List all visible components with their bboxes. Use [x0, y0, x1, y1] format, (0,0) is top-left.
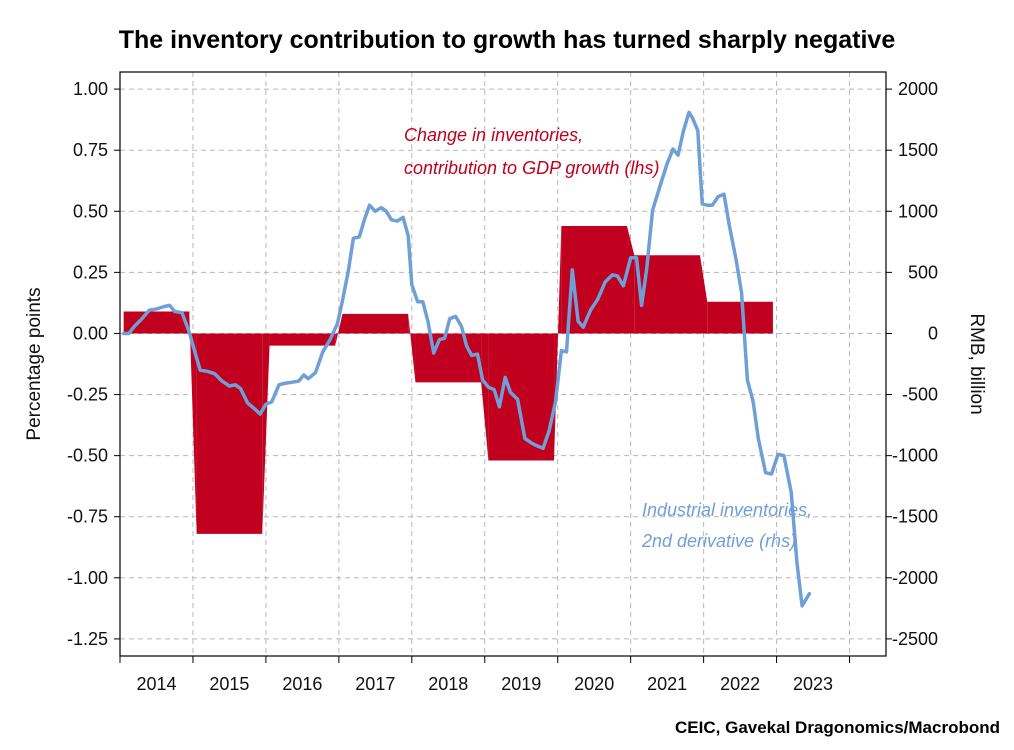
x-tick-label: 2018 [428, 674, 468, 694]
x-tick-label: 2020 [574, 674, 614, 694]
inventory-bar-segment [699, 255, 708, 334]
x-axis-ticks: 2014 2015 2016 2017 2018 2019 2020 2021 2022 2023 [119, 656, 851, 694]
inventory-bar-segment [189, 311, 197, 534]
inventory-bar-segment [415, 333, 482, 383]
industrial-series-label-line2: 2nd derivative (rhs) [641, 531, 796, 551]
left-tick-label: 0.75 [73, 140, 108, 160]
left-tick-label: -1.00 [67, 568, 108, 588]
left-y-axis-ticks: 1.00 0.75 0.50 0.25 0.00 -0.25 -0.50 -0.75 -1.00… [67, 79, 120, 649]
right-tick-label: 1000 [898, 201, 938, 221]
inventory-bar-segment [488, 333, 555, 461]
x-tick-label: 2016 [282, 674, 322, 694]
inventory-series-label-line1: Change in inventories, [404, 125, 583, 145]
right-tick-label: 2000 [898, 79, 938, 99]
left-tick-label: -0.25 [67, 385, 108, 405]
x-tick-label: 2021 [647, 674, 687, 694]
inventory-bar-segment [269, 333, 336, 346]
left-tick-label: -0.75 [67, 507, 108, 527]
right-tick-label: -2000 [892, 568, 938, 588]
left-tick-label: -0.50 [67, 446, 108, 466]
left-tick-label: 1.00 [73, 79, 108, 99]
inventory-bar-segment [481, 333, 489, 461]
left-tick-label: -1.25 [67, 629, 108, 649]
inventory-series-label-line2: contribution to GDP growth (lhs) [404, 158, 659, 178]
inventory-contribution-series [123, 225, 773, 534]
source-note: CEIC, Gavekal Dragonomics/Macrobond [675, 718, 1000, 737]
inventory-bar-segment [196, 333, 263, 534]
inventory-bar-segment [262, 333, 270, 534]
x-tick-label: 2022 [720, 674, 760, 694]
inventory-bar-segment [123, 311, 190, 334]
left-tick-label: 0.25 [73, 262, 108, 282]
inventory-bar-segment [342, 313, 409, 334]
right-tick-label: 500 [908, 262, 938, 282]
right-y-axis-ticks: 2000 1500 1000 500 0 -500 -1000 -1500 -2000 -2500 [886, 79, 938, 649]
left-tick-label: 0.50 [73, 201, 108, 221]
right-tick-label: -1500 [892, 507, 938, 527]
right-tick-label: 1500 [898, 140, 938, 160]
x-tick-label: 2015 [209, 674, 249, 694]
plot-frame [119, 71, 887, 657]
left-y-axis-label: Percentage points [24, 287, 45, 440]
chart-title: The inventory contribution to growth has… [119, 26, 896, 54]
right-tick-label: -1000 [892, 446, 938, 466]
industrial-series-label-line1: Industrial inventories, [642, 500, 812, 520]
inventory-bar-segment [335, 313, 343, 346]
left-tick-label: 0.00 [73, 323, 108, 343]
inventory-bar-segment [408, 313, 416, 383]
right-tick-label: -2500 [892, 629, 938, 649]
right-tick-label: -500 [902, 385, 938, 405]
right-y-axis-label: RMB, billion [966, 313, 987, 414]
inventory-bar-segment [627, 225, 635, 334]
right-tick-label: 0 [928, 323, 938, 343]
x-tick-label: 2017 [355, 674, 395, 694]
industrial-inventories-series [121, 110, 812, 608]
x-tick-label: 2023 [793, 674, 833, 694]
inventory-bar-segment [707, 301, 773, 334]
x-tick-label: 2019 [501, 674, 541, 694]
industrial-inventories-line [121, 110, 812, 608]
x-tick-label: 2014 [136, 674, 176, 694]
inventory-bar-segment [634, 255, 700, 334]
